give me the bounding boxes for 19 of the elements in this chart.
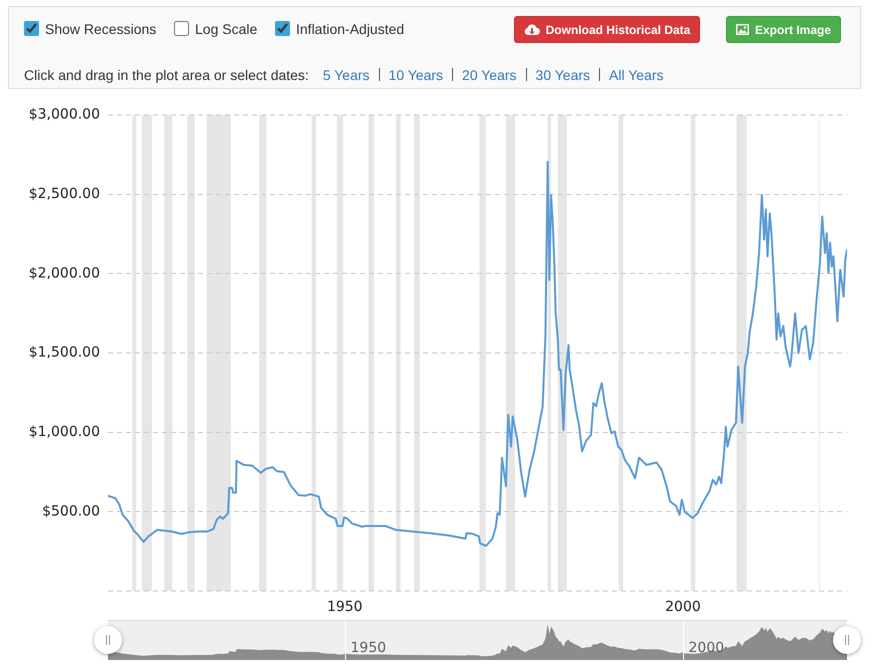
y-tick-label: $500.00 (42, 503, 100, 520)
text: Show Recessions (45, 20, 156, 36)
text: 30 Years (536, 66, 590, 82)
text: Click and drag in the plot area or select dates: (24, 66, 309, 82)
download-button: Download Historical Data (514, 16, 700, 43)
y-tick-label: $2,500.00 (28, 186, 100, 202)
y-tick-label: $3,000.00 (28, 106, 100, 123)
export-button: Export Image (726, 16, 841, 43)
text: All Years (609, 66, 664, 82)
text: Inflation-Adjusted (296, 20, 404, 36)
y-tick-label: $1,000.00 (28, 424, 100, 440)
y-tick-label: $1,500.00 (28, 344, 100, 361)
text: 10 Years (388, 66, 444, 82)
y-tick-label: $2,000.00 (28, 265, 100, 282)
text: 5 Years (322, 66, 370, 82)
text: 1950 (350, 640, 386, 656)
text: Log Scale (195, 20, 258, 36)
text: 20 Years (462, 66, 517, 82)
text: 2000 (688, 640, 724, 656)
